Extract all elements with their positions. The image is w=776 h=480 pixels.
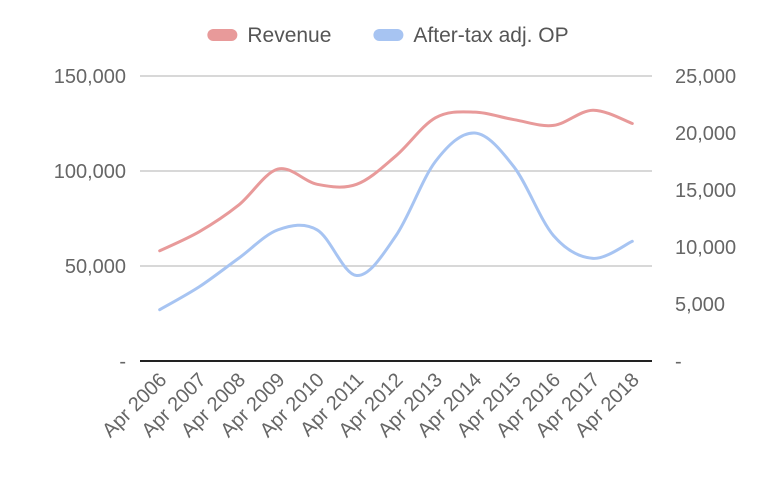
- series-lines: [158, 108, 634, 312]
- series-line-after-tax-adj-op: [158, 131, 634, 312]
- legend-label: After-tax adj. OP: [413, 24, 568, 47]
- left-y-tick-label: -: [119, 351, 126, 373]
- left-y-axis: - 50,000 100,000 150,000: [54, 66, 126, 373]
- legend-label: Revenue: [247, 24, 331, 47]
- right-y-tick-label: 25,000: [675, 66, 736, 88]
- right-y-tick-label: 10,000: [675, 237, 736, 259]
- left-y-tick-label: 50,000: [65, 256, 126, 278]
- grid-lines: [140, 75, 652, 267]
- left-y-tick-label: 150,000: [54, 66, 126, 88]
- right-y-tick-label: 15,000: [675, 180, 736, 202]
- right-y-tick-label: 20,000: [675, 123, 736, 145]
- legend-swatch: [373, 29, 404, 41]
- legend-swatch: [207, 29, 238, 41]
- right-y-tick-label: -: [675, 351, 682, 373]
- series-line-revenue: [158, 108, 634, 253]
- legend: Revenue After-tax adj. OP: [207, 24, 569, 47]
- right-y-tick-label: 5,000: [675, 294, 725, 316]
- right-y-axis: - 5,000 10,000 15,000 20,000 25,000: [675, 66, 736, 373]
- left-y-tick-label: 100,000: [54, 161, 126, 183]
